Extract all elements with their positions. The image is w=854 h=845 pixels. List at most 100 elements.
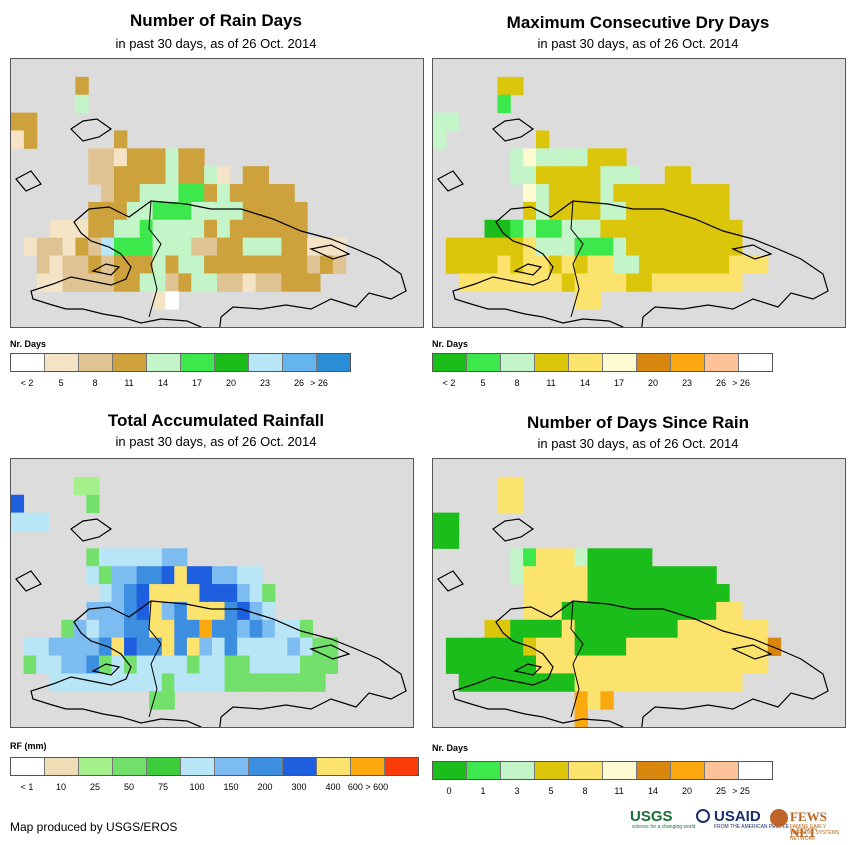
grid-cell [613,219,627,239]
grid-cell [212,655,226,674]
grid-cell [651,673,666,692]
grid-cell [111,584,125,603]
grid-cell [729,273,743,292]
grid-cell [664,655,679,674]
grid-cell [600,219,614,239]
grid-cell [98,566,112,585]
grid-cell [23,637,37,657]
grid-cell [299,619,313,639]
grid-cell [574,584,589,603]
grid-cell [561,237,576,257]
legend-swatch [501,762,535,779]
grid-cell [690,201,704,221]
grid-cell [626,637,640,657]
legend-label: 11 [614,786,624,796]
grid-cell [510,548,524,567]
grid-cell [445,255,460,274]
grid-cell [36,655,50,674]
grid-cell [174,655,188,674]
legend-label: 17 [613,378,624,388]
grid-cell [484,673,498,692]
grid-cell [11,494,25,514]
grid-cell [548,584,563,603]
grid-cell [204,201,218,221]
grid-cell [639,184,653,203]
grid-cell [664,584,679,603]
grid-cell [75,255,89,274]
grid-cell [307,255,321,274]
legend-label: 75 [157,782,168,792]
grid-cell [111,548,125,567]
grid-cell [191,201,205,221]
grid-cell [161,601,175,621]
legend-swatch [215,758,249,775]
grid-cell [523,219,537,239]
legend-label: 8 [92,378,98,388]
grid-cell [212,673,226,692]
legend-swatch [705,354,739,371]
logo-strip: USGS science for a changing world USAID … [630,806,845,842]
grid-cell [136,566,150,585]
grid-cell [174,619,188,639]
grid-cell [471,255,486,274]
grid-cell [174,673,188,692]
grid-cell [587,273,601,292]
grid-cell [217,237,231,257]
grid-cell [204,219,218,239]
grid-cell [716,673,730,692]
legend-swatch [147,758,181,775]
island-outline [437,118,829,327]
grid-cell [510,566,524,585]
grid-cell [664,166,679,185]
grid-cell [703,566,717,585]
legend-label: > 26 [310,378,328,388]
grid-cell [255,237,270,257]
grid-cell [249,601,263,621]
grid-cell [729,255,743,274]
panel-dry-days: Maximum Consecutive Dry Days in past 30 … [430,6,846,391]
legend-swatch [11,354,45,371]
grid-cell [165,148,179,167]
grid-cell [149,548,163,567]
grid-cell [249,655,263,674]
grid-cell [613,601,627,621]
map-grid [11,476,407,727]
grid-cell [191,237,205,257]
grid-cell [75,219,89,239]
grid-cell [229,273,244,292]
grid-cell [165,255,179,274]
grid-cell [23,237,38,257]
legend-swatch [351,758,385,775]
grid-cell [73,476,87,496]
legend-swatch [467,762,501,779]
grid-cell [149,584,163,603]
grid-cell [126,273,141,292]
grid-cell [523,201,537,221]
grid-cell [742,655,756,674]
grid-cell [536,673,550,692]
grid-cell [497,476,511,496]
grid-cell [651,201,666,221]
grid-cell [587,584,601,603]
legend-swatch [79,758,113,775]
grid-cell [690,619,704,639]
grid-cell [114,255,128,274]
grid-cell [299,637,313,657]
panel-title: Number of Rain Days [130,11,302,30]
grid-cell [126,237,141,257]
grid-cell [124,566,138,585]
grid-cell [48,637,62,657]
grid-cell [677,273,692,292]
grid-cell [49,219,64,239]
grid-cell [75,237,89,257]
grid-cell [61,655,75,674]
grid-cell [754,655,769,674]
legend-title: Nr. Days [432,339,469,349]
grid-cell [523,166,537,185]
grid-cell [287,619,301,639]
country-border [148,600,162,718]
grid-cell [651,637,666,657]
grid-cell [174,566,188,585]
grid-cell [510,255,524,274]
grid-cell [613,637,627,657]
